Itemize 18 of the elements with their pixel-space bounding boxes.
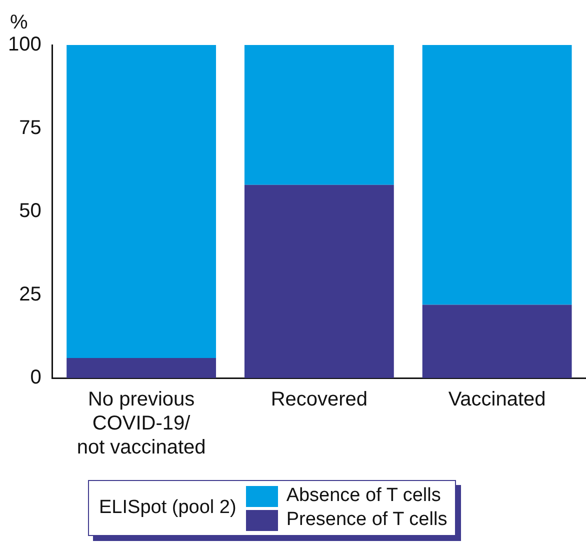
bar xyxy=(422,45,572,305)
bar xyxy=(422,304,572,378)
y-axis-title: % xyxy=(10,12,28,34)
x-tick-label: Recovered xyxy=(270,388,368,411)
bar xyxy=(66,45,216,358)
y-tick-label: 75 xyxy=(19,116,42,139)
legend-title: ELISpot (pool 2) xyxy=(99,497,236,519)
x-tick-label: No previous COVID-19/ not vaccinated xyxy=(76,388,206,459)
legend-label: Absence of T cells xyxy=(286,485,441,507)
y-tick-label: 50 xyxy=(19,200,42,222)
legend-label: Presence of T cells xyxy=(286,509,448,531)
bar xyxy=(66,358,216,378)
y-tick-label: 25 xyxy=(19,283,42,306)
y-tick-label: 100 xyxy=(8,34,42,56)
y-tick-label: 0 xyxy=(30,366,42,389)
bar xyxy=(244,45,394,185)
x-tick-label: Vaccinated xyxy=(448,388,546,411)
bar xyxy=(244,184,394,378)
